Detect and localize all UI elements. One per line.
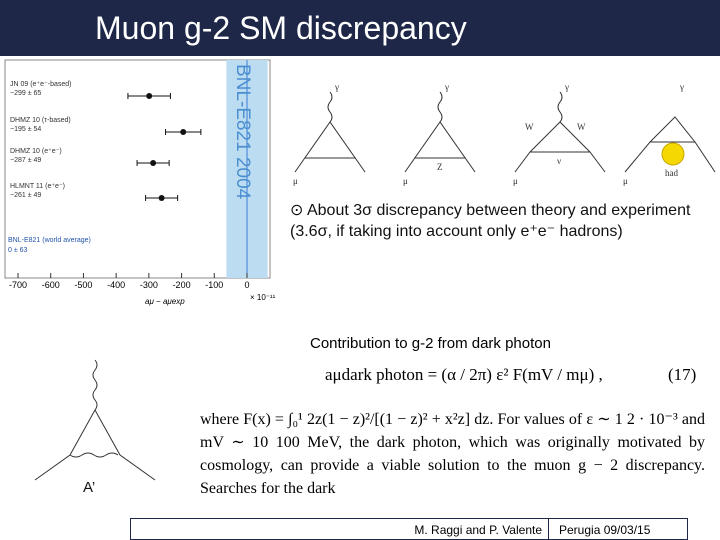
x-label: aμ − aμexp	[145, 297, 185, 306]
section-heading: Contribution to g-2 from dark photon	[310, 335, 551, 352]
x-tick-label: -400	[107, 280, 125, 290]
feynman-diagrams: γ γ γ γ Z W W ν had μ μ μ μ	[293, 82, 716, 186]
entry-value: −261 ± 49	[10, 192, 41, 199]
bullet: ⊙ About 3σ discrepancy between theory an…	[290, 202, 691, 240]
dark-photon-diagram: A’	[34, 359, 156, 496]
label: W	[525, 122, 534, 132]
entry-value: −299 ± 65	[10, 90, 41, 97]
label: γ	[334, 82, 339, 92]
paragraph: where F(x) = ∫₀¹ 2z(1 − z)²/[(1 − z)² + …	[200, 411, 705, 497]
label: ν	[557, 156, 561, 166]
average-label: BNL-E821 (world average)	[8, 237, 91, 244]
label: Z	[437, 162, 443, 172]
label: μ	[513, 176, 518, 186]
equation-number: (17)	[668, 365, 697, 384]
footer-date: Perugia 09/03/15	[548, 518, 688, 540]
x-tick-label: -100	[205, 280, 223, 290]
label: γ	[564, 82, 569, 92]
diagram	[624, 116, 716, 173]
x-tick-label: -300	[140, 280, 158, 290]
footer-authors: M. Raggi and P. Valente	[130, 518, 549, 540]
diagram	[404, 91, 476, 173]
x-tick-label: 0	[244, 280, 249, 290]
point	[158, 195, 165, 201]
entry-label: HLMNT 11 (e⁺e⁻)	[10, 183, 65, 190]
point	[150, 160, 157, 166]
label: γ	[679, 82, 684, 92]
x-tick-label: -200	[173, 280, 191, 290]
average-value: 0 ± 63	[8, 247, 28, 254]
label: γ	[444, 82, 449, 92]
label: μ	[403, 176, 408, 186]
entry-value: −195 ± 54	[10, 126, 41, 133]
results-plot: BNL-E821 2004 BNL-E821 (world average) 0 ±…	[4, 59, 276, 306]
entry-label: DHMZ 10 (e⁺e⁻)	[10, 148, 62, 155]
label: μ	[623, 176, 628, 186]
equation: aμdark photon = (α / 2π) ε² F(mV / mμ) ,	[325, 365, 603, 384]
entry-label: DHMZ 10 (τ-based)	[10, 117, 71, 124]
point	[180, 129, 187, 135]
banner: BNL-E821 2004	[232, 64, 253, 200]
diagram-label: A’	[83, 479, 95, 496]
entry-value: −287 ± 49	[10, 157, 41, 164]
point	[146, 93, 153, 99]
diagram	[514, 91, 606, 173]
label: had	[665, 168, 678, 178]
x-unit: × 10⁻¹¹	[250, 293, 276, 302]
frame	[4, 59, 271, 279]
header-bar	[0, 0, 720, 56]
x-tick-label: -600	[42, 280, 60, 290]
bullet-text: About 3σ discrepancy between theory and …	[290, 202, 691, 240]
entry-label: JN 09 (e⁺e⁻-based)	[10, 81, 71, 88]
slide-title: Muon g-2 SM discrepancy	[95, 10, 467, 46]
x-tick-label: -700	[9, 280, 27, 290]
x-tick-label: -500	[74, 280, 92, 290]
label: μ	[293, 176, 298, 186]
label: W	[577, 122, 586, 132]
diagram	[294, 91, 366, 173]
